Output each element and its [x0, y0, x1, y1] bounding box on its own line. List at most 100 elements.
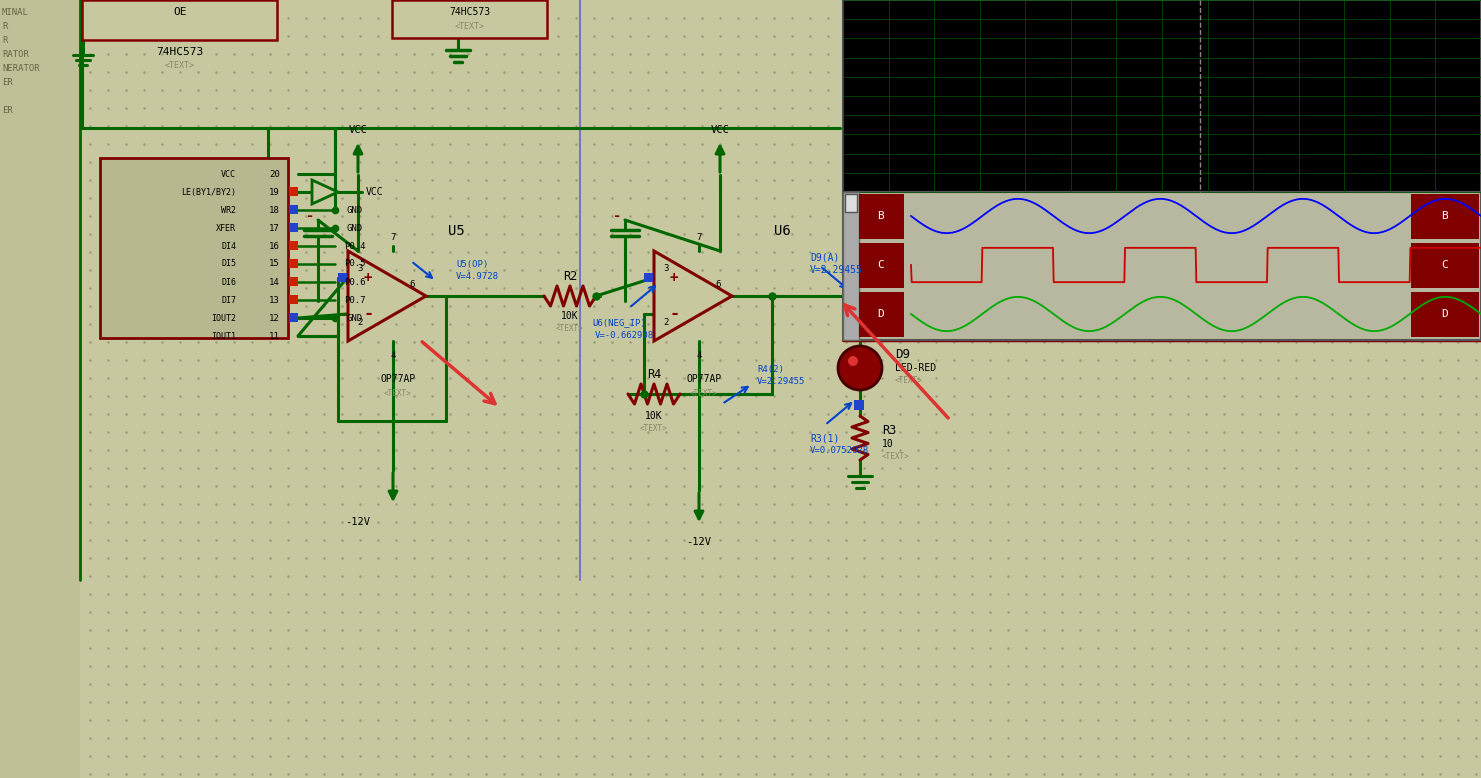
Point [1050, 678, 1074, 690]
Point [187, 642, 210, 654]
Point [1374, 138, 1398, 150]
Point [295, 191, 318, 204]
Point [438, 480, 462, 492]
Point [708, 84, 732, 96]
Point [1176, 173, 1200, 186]
Point [618, 408, 641, 420]
Point [132, 210, 156, 223]
Point [977, 713, 1001, 726]
Point [509, 426, 533, 438]
Point [1211, 120, 1235, 132]
Point [600, 426, 624, 438]
Point [150, 462, 173, 475]
Point [852, 336, 875, 349]
Text: <TEXT>: <TEXT> [895, 376, 923, 384]
Point [690, 191, 714, 204]
Point [187, 102, 210, 114]
Point [474, 443, 498, 456]
Point [1032, 210, 1056, 223]
Point [403, 498, 427, 510]
Point [1068, 480, 1091, 492]
Point [61, 624, 84, 636]
Point [942, 660, 966, 672]
Point [1050, 480, 1074, 492]
Point [1302, 443, 1325, 456]
Point [114, 750, 138, 762]
Point [1374, 354, 1398, 366]
Point [1123, 372, 1146, 384]
Point [1266, 246, 1290, 258]
Point [960, 264, 983, 276]
Point [637, 768, 661, 778]
Point [1140, 480, 1164, 492]
Text: 4: 4 [696, 351, 702, 359]
Point [96, 354, 120, 366]
Point [798, 713, 822, 726]
Point [114, 390, 138, 402]
Point [6, 264, 30, 276]
Point [889, 768, 912, 778]
Point [438, 408, 462, 420]
Point [743, 569, 767, 582]
Point [1284, 246, 1308, 258]
Point [41, 30, 65, 42]
Point [132, 660, 156, 672]
Point [240, 750, 264, 762]
Point [871, 120, 895, 132]
Point [384, 660, 407, 672]
Point [1428, 47, 1451, 60]
Point [546, 102, 570, 114]
Point [871, 66, 895, 79]
Point [1428, 156, 1451, 168]
Point [582, 210, 606, 223]
Point [24, 12, 47, 24]
Point [1123, 300, 1146, 312]
Point [438, 191, 462, 204]
Point [275, 534, 299, 546]
Point [1140, 210, 1164, 223]
Point [1158, 372, 1182, 384]
Text: V=-0.662908: V=-0.662908 [594, 331, 653, 339]
Point [618, 317, 641, 330]
Point [1158, 768, 1182, 778]
Point [96, 336, 120, 349]
Point [509, 156, 533, 168]
Point [960, 624, 983, 636]
Point [1014, 173, 1038, 186]
Point [852, 156, 875, 168]
Point [708, 498, 732, 510]
Point [169, 300, 193, 312]
Point [529, 12, 552, 24]
Point [655, 102, 678, 114]
Point [743, 12, 767, 24]
Point [132, 84, 156, 96]
Point [96, 30, 120, 42]
Point [564, 462, 588, 475]
Point [1392, 210, 1416, 223]
Point [509, 696, 533, 708]
Point [690, 66, 714, 79]
Point [330, 264, 354, 276]
Point [690, 173, 714, 186]
Point [1266, 390, 1290, 402]
Point [474, 102, 498, 114]
Point [743, 120, 767, 132]
Point [78, 587, 102, 600]
Point [906, 138, 930, 150]
Point [726, 732, 749, 745]
Point [1140, 191, 1164, 204]
Point [726, 587, 749, 600]
Point [977, 102, 1001, 114]
Point [726, 66, 749, 79]
Point [6, 569, 30, 582]
Point [672, 156, 696, 168]
Point [61, 732, 84, 745]
Point [852, 372, 875, 384]
Text: C: C [1441, 260, 1448, 270]
Point [509, 750, 533, 762]
Point [1014, 300, 1038, 312]
Point [222, 102, 246, 114]
Text: RATOR: RATOR [1, 50, 28, 58]
Point [240, 12, 264, 24]
Point [421, 156, 444, 168]
